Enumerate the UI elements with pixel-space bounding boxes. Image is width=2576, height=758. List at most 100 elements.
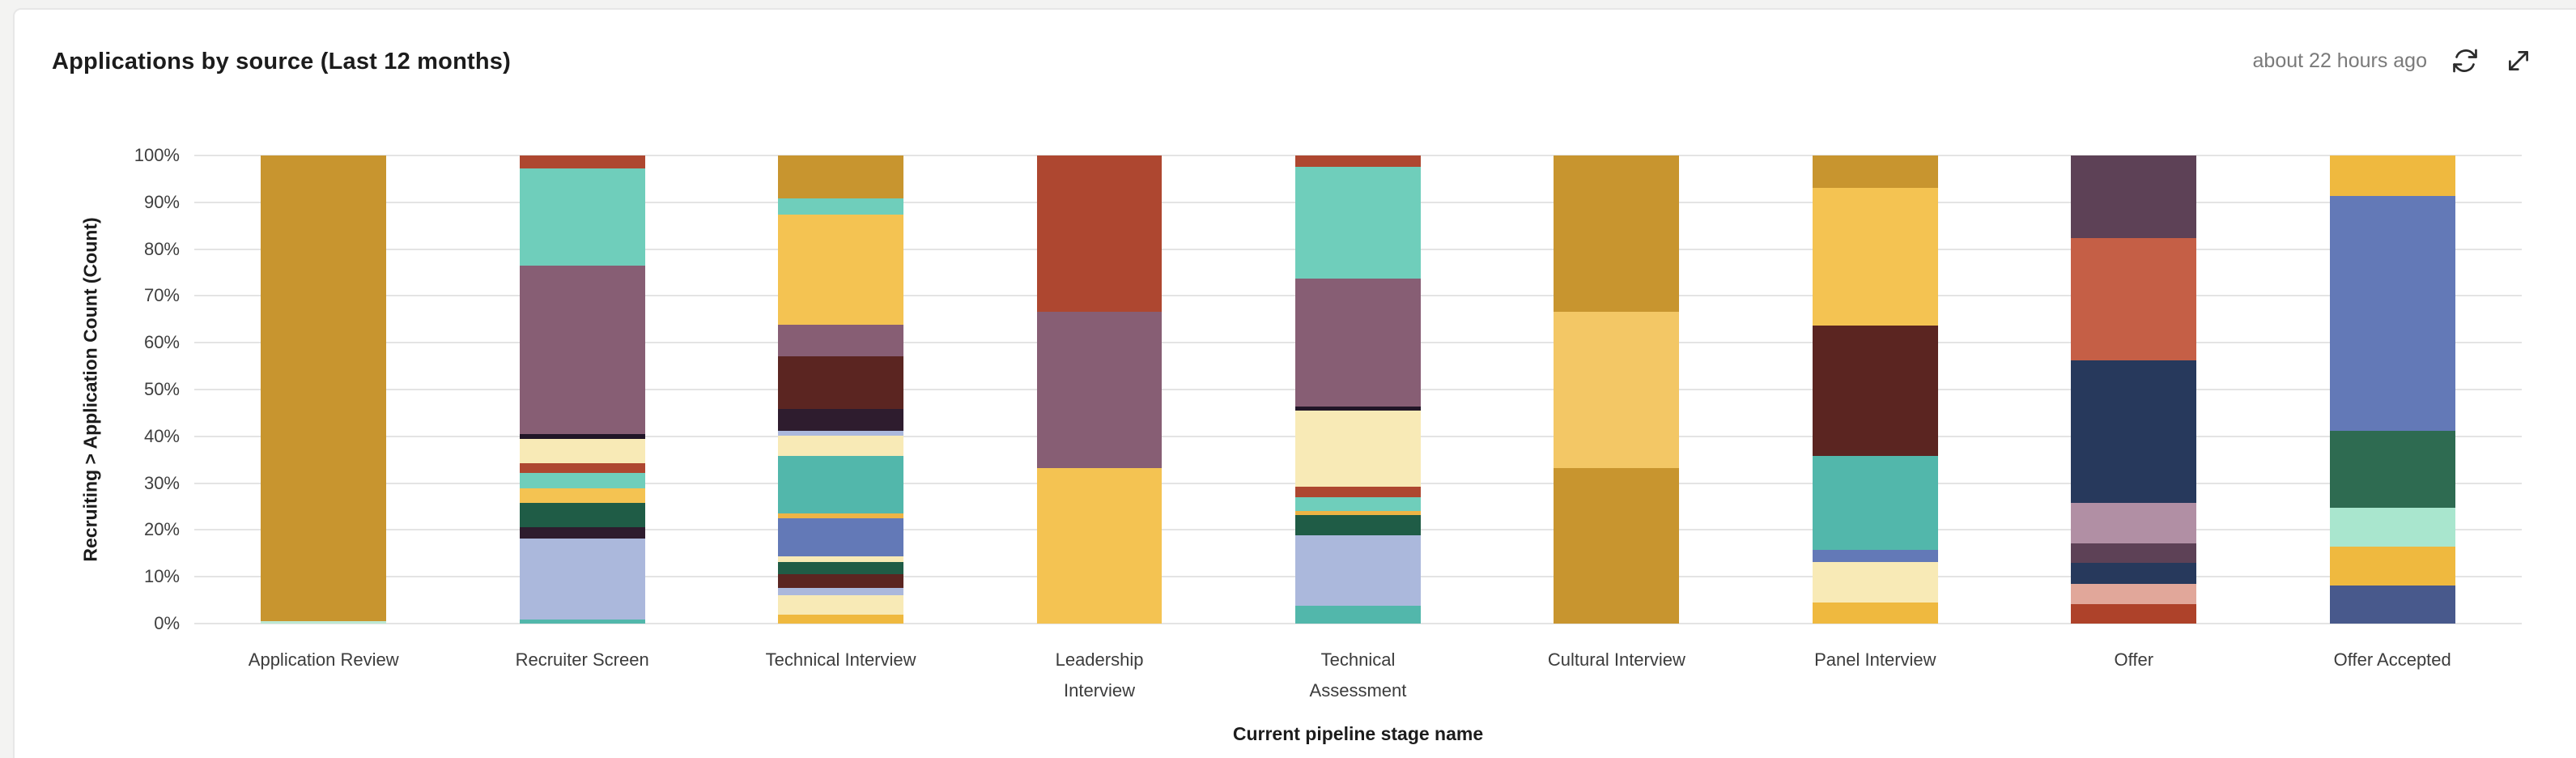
bar-segment[interactable]	[2071, 563, 2197, 585]
bar-application-review[interactable]	[261, 155, 387, 624]
bar-segment[interactable]	[778, 513, 904, 518]
bar-segment[interactable]	[1554, 312, 1680, 468]
bar-segment[interactable]	[1036, 155, 1163, 313]
bar-segment[interactable]	[519, 502, 645, 527]
bar-segment[interactable]	[519, 168, 645, 266]
bar-segment[interactable]	[2329, 195, 2455, 431]
bar-segment[interactable]	[1295, 155, 1421, 167]
bar-segment[interactable]	[1812, 188, 1938, 326]
refresh-button[interactable]	[2450, 45, 2480, 76]
expand-button[interactable]	[2503, 45, 2534, 76]
bar-segment[interactable]	[778, 561, 904, 575]
bar-segment[interactable]	[1295, 410, 1421, 487]
bar-segment[interactable]	[261, 621, 387, 624]
bar-offer-accepted[interactable]	[2329, 155, 2455, 624]
bar-segment[interactable]	[1812, 456, 1938, 551]
bar-slot	[970, 155, 1228, 624]
y-tick-label: 90%	[143, 191, 180, 212]
bar-segment[interactable]	[519, 539, 645, 620]
y-tick-label: 60%	[143, 332, 180, 353]
bar-segment[interactable]	[1295, 279, 1421, 407]
bar-segment[interactable]	[519, 620, 645, 624]
bar-segment[interactable]	[1295, 514, 1421, 536]
bar-segment[interactable]	[778, 155, 904, 199]
bar-segment[interactable]	[778, 215, 904, 326]
bar-segment[interactable]	[2071, 584, 2197, 604]
last-refreshed-timestamp: about 22 hours ago	[2252, 49, 2427, 72]
bar-slot	[2004, 155, 2263, 624]
bar-offer[interactable]	[2071, 155, 2197, 624]
bar-segment[interactable]	[778, 615, 904, 624]
bar-segment[interactable]	[778, 574, 904, 588]
bar-slot	[1746, 155, 2004, 624]
bar-segment[interactable]	[778, 594, 904, 615]
bar-segment[interactable]	[1812, 155, 1938, 189]
bars-container	[194, 155, 2522, 624]
bar-segment[interactable]	[519, 473, 645, 488]
bar-segment[interactable]	[2329, 430, 2455, 508]
bar-leadership-interview[interactable]	[1036, 155, 1163, 624]
bar-panel-interview[interactable]	[1812, 155, 1938, 624]
bar-segment[interactable]	[778, 408, 904, 431]
bar-cultural-interview[interactable]	[1554, 155, 1680, 624]
bar-segment[interactable]	[778, 587, 904, 595]
y-tick-label: 100%	[134, 145, 180, 165]
y-tick-label: 0%	[154, 613, 180, 633]
bar-segment[interactable]	[1295, 166, 1421, 279]
bar-segment[interactable]	[778, 517, 904, 556]
y-tick-label: 50%	[143, 379, 180, 399]
bar-segment[interactable]	[778, 325, 904, 356]
bar-segment[interactable]	[2071, 603, 2197, 624]
bar-slot	[194, 155, 453, 624]
bar-technical-assessment[interactable]	[1295, 155, 1421, 624]
bar-segment[interactable]	[1812, 550, 1938, 562]
bar-segment[interactable]	[2329, 546, 2455, 586]
bar-segment[interactable]	[778, 430, 904, 436]
bar-segment[interactable]	[261, 155, 387, 622]
bar-segment[interactable]	[1295, 535, 1421, 606]
bar-segment[interactable]	[778, 456, 904, 514]
bar-recruiter-screen[interactable]	[519, 155, 645, 624]
bar-segment[interactable]	[2071, 502, 2197, 544]
bar-segment[interactable]	[2071, 155, 2197, 238]
bar-segment[interactable]	[778, 556, 904, 562]
bar-segment[interactable]	[1036, 467, 1163, 624]
bar-segment[interactable]	[1812, 326, 1938, 457]
bar-segment[interactable]	[1295, 407, 1421, 411]
bar-slot	[712, 155, 970, 624]
bar-segment[interactable]	[2071, 543, 2197, 564]
bar-segment[interactable]	[519, 155, 645, 169]
bar-segment[interactable]	[2071, 237, 2197, 360]
bar-segment[interactable]	[1295, 605, 1421, 624]
bar-segment[interactable]	[519, 438, 645, 463]
bar-segment[interactable]	[519, 488, 645, 503]
bar-segment[interactable]	[2329, 155, 2455, 196]
bar-segment[interactable]	[778, 356, 904, 409]
chart-title: Applications by source (Last 12 months)	[52, 49, 511, 75]
bar-segment[interactable]	[519, 265, 645, 435]
bar-segment[interactable]	[778, 436, 904, 457]
x-axis-label: Panel Interview	[1814, 649, 1936, 670]
x-axis-label: Offer Accepted	[2333, 649, 2451, 670]
bar-segment[interactable]	[1554, 155, 1680, 313]
bar-segment[interactable]	[1295, 486, 1421, 497]
bar-segment[interactable]	[2071, 360, 2197, 503]
bar-technical-interview[interactable]	[778, 155, 904, 624]
bar-segment[interactable]	[1812, 561, 1938, 603]
bar-segment[interactable]	[2329, 507, 2455, 547]
y-tick-labels: 0% 10% 20% 30% 40% 50% 60% 70% 80% 90% 100%	[0, 147, 186, 632]
bar-segment[interactable]	[1554, 467, 1680, 624]
bar-segment[interactable]	[1036, 312, 1163, 468]
bar-segment[interactable]	[519, 462, 645, 474]
x-axis-label: Technical Interview	[765, 649, 916, 670]
bar-segment[interactable]	[1295, 511, 1421, 515]
bar-segment[interactable]	[1812, 602, 1938, 624]
y-tick-label: 30%	[143, 472, 180, 493]
bar-segment[interactable]	[519, 434, 645, 439]
bar-segment[interactable]	[1295, 496, 1421, 512]
bar-segment[interactable]	[2329, 585, 2455, 624]
y-tick-label: 80%	[143, 238, 180, 259]
bar-segment[interactable]	[778, 198, 904, 215]
x-axis-label: Technical Assessment	[1309, 649, 1407, 701]
bar-segment[interactable]	[519, 526, 645, 539]
